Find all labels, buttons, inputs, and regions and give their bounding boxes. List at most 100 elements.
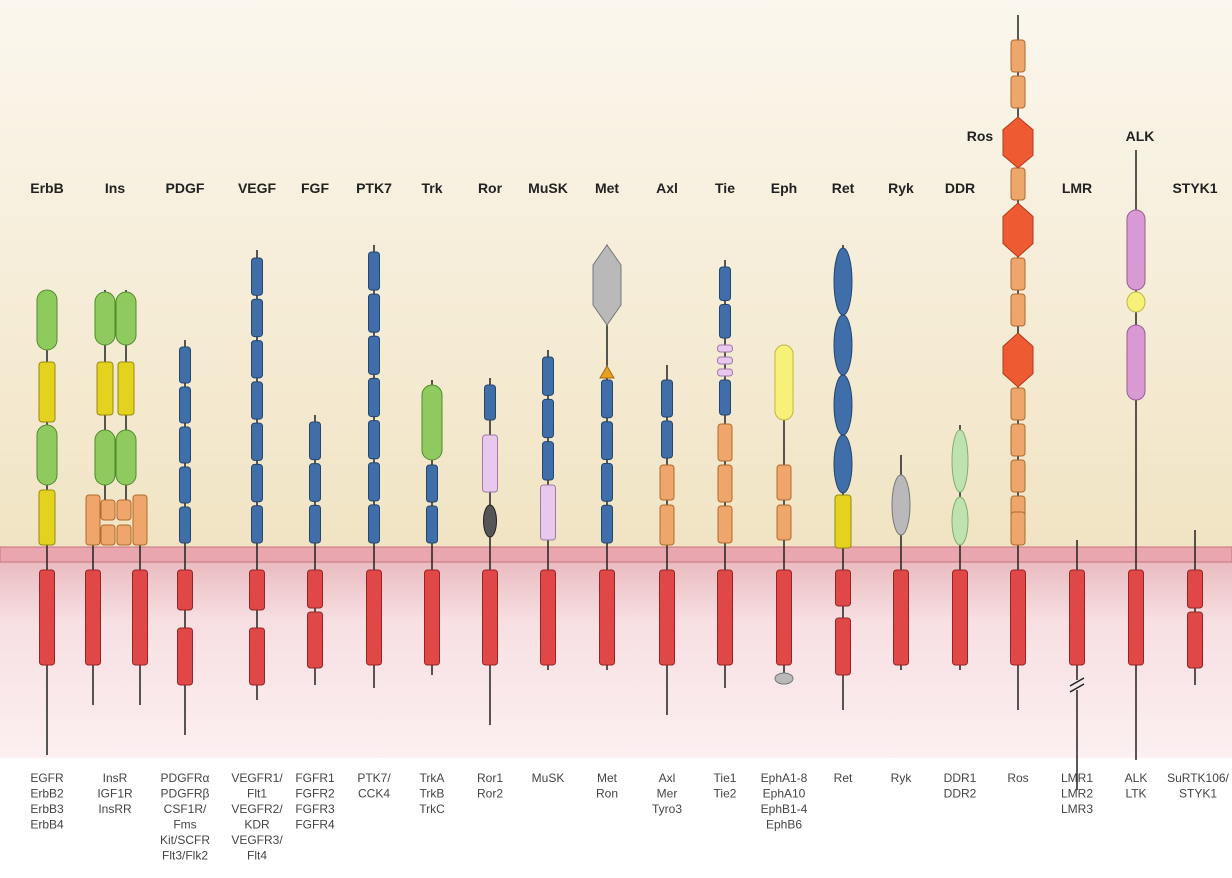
domain: [115, 429, 137, 486]
member: PDGFRα: [161, 771, 210, 785]
family-name: ErbB: [30, 180, 63, 196]
domain: [100, 499, 116, 521]
domain: [719, 266, 731, 301]
family-name: DDR: [945, 180, 975, 196]
domain: [1187, 569, 1203, 609]
domain: [1010, 387, 1026, 421]
member: ErbB2: [30, 787, 64, 801]
member: ErbB4: [30, 818, 64, 832]
domain: [251, 505, 263, 544]
domain: [893, 569, 909, 666]
member: CSF1R/: [164, 802, 207, 816]
member: Tyro3: [652, 802, 682, 816]
domain: [426, 464, 438, 503]
domain: [179, 506, 191, 544]
member: Flt1: [247, 787, 267, 801]
member: VEGFR3/: [231, 833, 283, 847]
family-name: PDGF: [166, 180, 205, 196]
domain: [368, 251, 380, 291]
domain: [661, 379, 673, 418]
domain: [717, 368, 733, 377]
domain: [601, 421, 613, 460]
domain: [39, 569, 55, 666]
member: ErbB3: [30, 802, 64, 816]
intracellular: [0, 548, 1232, 758]
domain: [717, 464, 733, 503]
domain: [952, 569, 968, 666]
domain: [368, 504, 380, 544]
domain: [1010, 293, 1026, 327]
member: Fms: [173, 818, 196, 832]
domain: [1069, 569, 1085, 666]
family-name: MuSK: [528, 180, 568, 196]
domain: [94, 291, 116, 346]
member: TrkA: [420, 771, 445, 785]
member: Mer: [657, 787, 678, 801]
family-name: LMR: [1062, 180, 1092, 196]
domain: [1010, 423, 1026, 457]
member: STYK1: [1179, 787, 1217, 801]
member: Ror2: [477, 787, 503, 801]
member: EphB6: [766, 818, 802, 832]
domain: [366, 569, 382, 666]
family-name: STYK1: [1172, 180, 1217, 196]
domain: [179, 466, 191, 504]
member: Ros: [1007, 771, 1028, 785]
domain: [309, 421, 321, 461]
member: EphA10: [763, 787, 806, 801]
domain: [542, 441, 554, 481]
family-name: Ros: [967, 128, 994, 144]
family-name: Tie: [715, 180, 735, 196]
domain: [776, 504, 792, 541]
domain: [482, 434, 498, 493]
member: CCK4: [358, 787, 390, 801]
family-name: Trk: [421, 180, 442, 196]
domain: [833, 374, 853, 436]
domain: [249, 569, 265, 611]
domain: [542, 398, 554, 439]
domain: [424, 569, 440, 666]
member: Kit/SCFR: [160, 833, 210, 847]
domain: [601, 379, 613, 419]
domain: [38, 489, 56, 546]
domain: [249, 627, 265, 686]
domain: [179, 346, 191, 384]
family-name: FGF: [301, 180, 329, 196]
domain: [717, 356, 733, 365]
family-name: Met: [595, 180, 619, 196]
family-name: Ryk: [888, 180, 914, 196]
member: Tie2: [714, 787, 737, 801]
member: EphB1-4: [761, 802, 808, 816]
domain: [251, 257, 263, 296]
member: Axl: [659, 771, 676, 785]
domain: [426, 505, 438, 544]
domain: [833, 247, 853, 316]
member: LTK: [1125, 787, 1146, 801]
domain: [307, 569, 323, 609]
domain: [36, 424, 58, 486]
domain: [132, 569, 148, 666]
member: FGFR1: [295, 771, 335, 785]
domain: [177, 569, 193, 611]
domain: [368, 420, 380, 460]
domain: [1002, 116, 1034, 169]
domain: [117, 361, 135, 416]
domain: [483, 504, 497, 538]
member: TrkB: [420, 787, 445, 801]
domain: [368, 335, 380, 375]
domain: [592, 244, 622, 326]
membrane: [0, 546, 1232, 563]
member: LMR3: [1061, 802, 1093, 816]
member: Ror1: [477, 771, 503, 785]
domain: [601, 504, 613, 544]
domain: [599, 569, 615, 666]
domain: [309, 463, 321, 502]
label-area: [0, 758, 1232, 878]
member: LMR2: [1061, 787, 1093, 801]
member: DDR1: [944, 771, 977, 785]
domain: [421, 384, 443, 461]
domain: [179, 386, 191, 424]
domain: [1128, 569, 1144, 666]
domain: [177, 627, 193, 686]
domain: [601, 463, 613, 502]
